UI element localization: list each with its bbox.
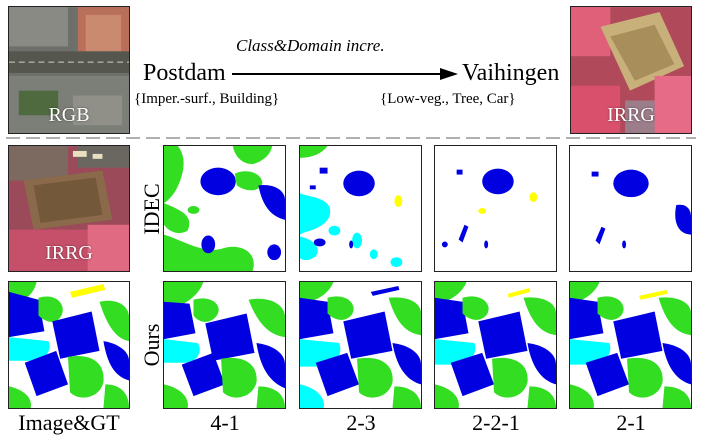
idec-seg-map-4-1 <box>164 146 285 271</box>
column-label-2-3: 2-3 <box>346 410 376 435</box>
ours-result-2-2-1 <box>434 281 557 409</box>
source-domain-label: Postdam <box>143 60 226 86</box>
ours-seg-map-2-1 <box>570 282 691 408</box>
increment-arrow <box>232 68 458 80</box>
ours-seg-map-2-2-1 <box>435 282 556 408</box>
irrg-label-row1: IRRG <box>45 242 93 264</box>
idec-seg-map-2-1 <box>570 146 691 271</box>
idec-result-2-1 <box>569 145 692 272</box>
ours-result-2-1 <box>569 281 692 409</box>
idec-result-2-2-1 <box>434 145 557 272</box>
source-classes: {Imper.-surf., Building} <box>134 91 280 107</box>
irrg-label-top: IRRG <box>607 104 655 126</box>
irrg-aerial-photo <box>571 7 691 133</box>
irrg-target-image: IRRG <box>570 6 692 134</box>
ours-result-4-1 <box>163 281 286 409</box>
ground-truth-seg <box>9 282 129 408</box>
column-label-image-gt: Image&GT <box>18 410 120 435</box>
rgb-aerial-photo <box>9 7 129 133</box>
increment-caption: Class&Domain incre. <box>236 36 385 55</box>
column-label-2-2-1: 2-2-1 <box>472 410 520 435</box>
idec-seg-map-2-2-1 <box>435 146 556 271</box>
row-label-idec: IDEC <box>139 183 164 235</box>
idec-result-2-3 <box>299 145 422 272</box>
irrg-input-photo <box>9 146 129 271</box>
irrg-input-image: IRRG <box>8 145 130 272</box>
ours-seg-map-2-3 <box>300 282 421 408</box>
ground-truth-map <box>8 281 130 409</box>
row-label-ours: Ours <box>139 323 164 367</box>
target-classes: {Low-veg., Tree, Car} <box>380 91 516 107</box>
rgb-label: RGB <box>48 104 90 126</box>
rgb-source-image: RGB <box>8 6 130 134</box>
column-label-2-1: 2-1 <box>616 410 646 435</box>
target-domain-label: Vaihingen <box>462 60 560 86</box>
ours-result-2-3 <box>299 281 422 409</box>
idec-result-4-1 <box>163 145 286 272</box>
idec-seg-map-2-3 <box>300 146 421 271</box>
column-label-4-1: 4-1 <box>210 410 240 435</box>
ours-seg-map-4-1 <box>164 282 285 408</box>
section-divider <box>6 137 696 139</box>
